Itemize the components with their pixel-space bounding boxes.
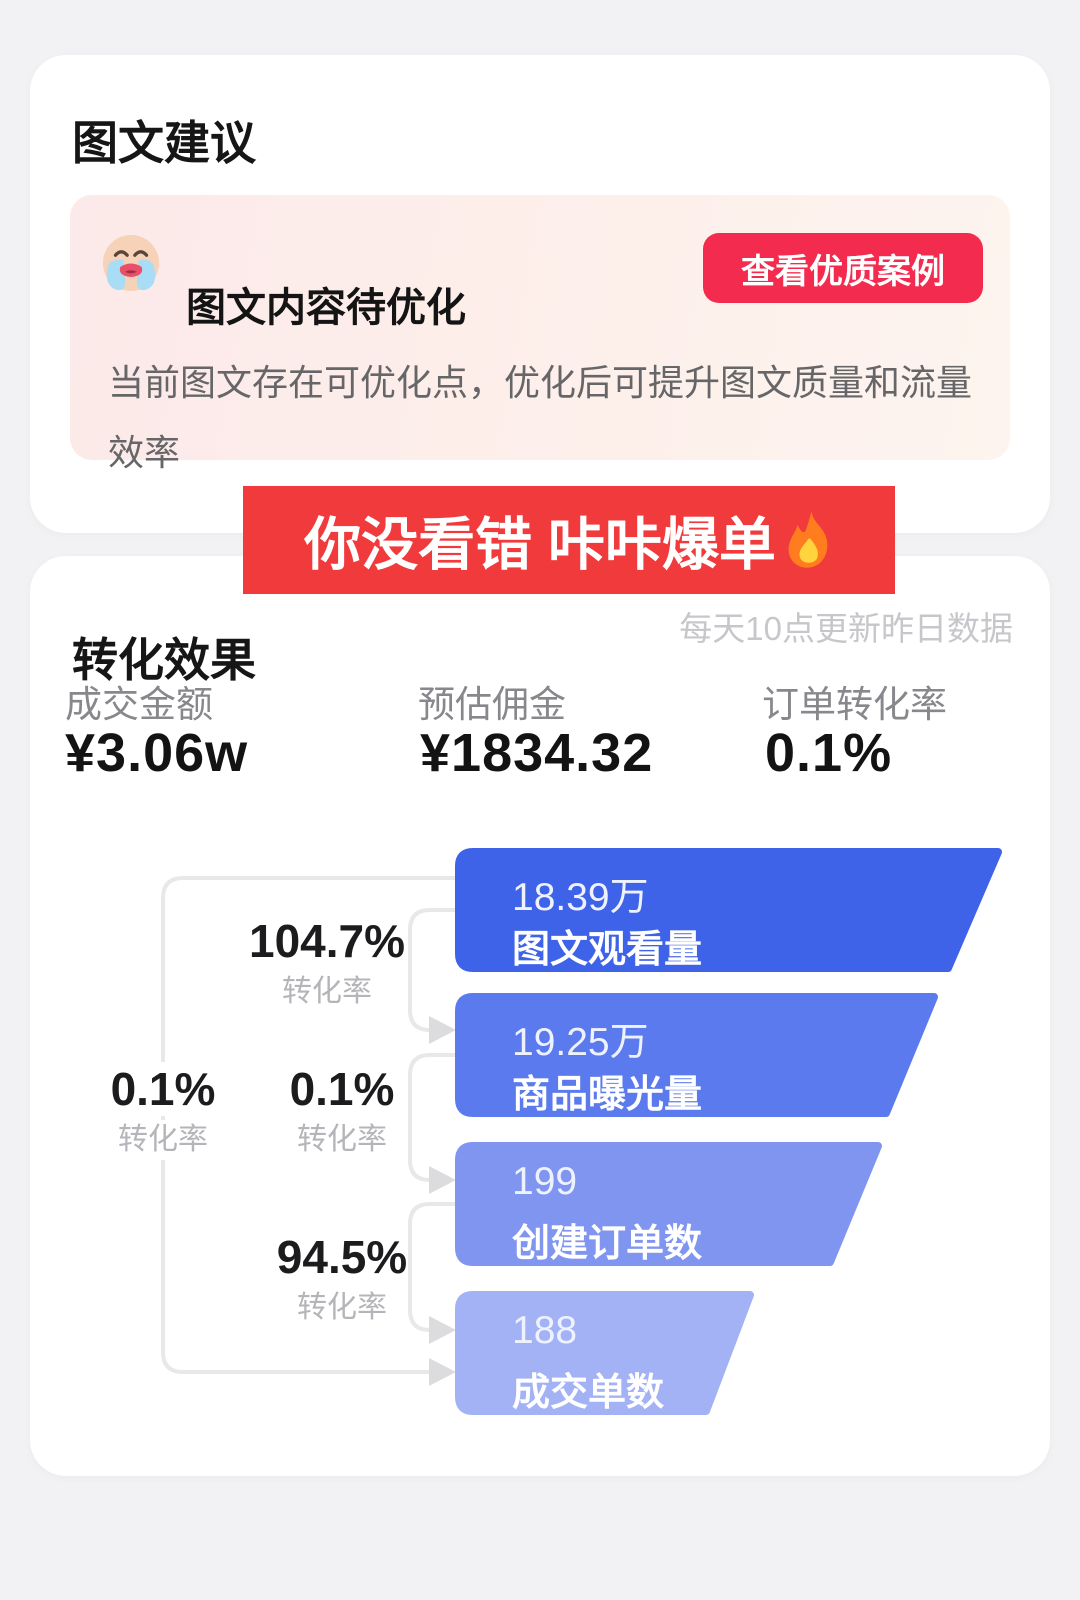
section-title: 转化效果 [72, 634, 256, 687]
conversion-rate-value: 0.1% [100, 1062, 226, 1116]
view-cases-button[interactable]: 查看优质案例 [703, 233, 983, 303]
funnel-stage-value: 18.39万 [512, 876, 649, 919]
funnel-stage-value: 19.25万 [512, 1021, 649, 1064]
conversion-rate-caption: 转化率 [282, 975, 372, 1008]
update-note: 每天10点更新昨日数据 [679, 610, 1013, 647]
conversion-rate-caption: 转化率 [297, 1123, 387, 1156]
funnel-stage-value: 199 [512, 1160, 578, 1203]
alert-description: 当前图文存在可优化点，优化后可提升图文质量和流量效率 [108, 362, 973, 473]
funnel-stage-label: 图文观看量 [512, 929, 703, 971]
conversion-rate-value: 104.7% [248, 915, 405, 967]
conversion-rate-orders-to-deals: 94.5% 转化率 [237, 1230, 447, 1328]
conversion-rate-exposure-to-orders: 0.1% 转化率 [237, 1062, 447, 1160]
conversion-rate-overall: 0.1% 转化率 [58, 1062, 268, 1160]
funnel-stage-label: 创建订单数 [512, 1223, 703, 1265]
alert-title: 图文内容待优化 [186, 286, 466, 331]
funnel-stage-label: 成交单数 [512, 1372, 665, 1414]
metric-label-order-rate: 订单转化率 [762, 684, 947, 725]
metric-label-gmv: 成交金额 [65, 684, 213, 725]
conversion-rate-value: 94.5% [276, 1231, 408, 1283]
conversion-rate-caption: 转化率 [108, 1120, 218, 1160]
promo-banner-text: 你没看错 咔咔爆单 [304, 513, 776, 577]
funnel-stage-label: 商品曝光量 [512, 1074, 703, 1116]
metric-label-commission: 预估佣金 [418, 684, 566, 725]
conversion-rate-caption: 转化率 [297, 1291, 387, 1324]
conversion-rate-value: 0.1% [289, 1063, 395, 1115]
promo-banner: 你没看错 咔咔爆单 [243, 486, 895, 594]
metric-value-commission: ¥1834.32 [420, 723, 654, 783]
funnel-stage-value: 188 [512, 1309, 578, 1352]
fire-icon [784, 510, 834, 570]
metric-value-order-rate: 0.1% [765, 723, 893, 783]
page-title: 图文建议 [72, 116, 256, 169]
crying-face-icon [100, 231, 162, 293]
conversion-rate-views-to-exposure: 104.7% 转化率 [222, 914, 432, 1012]
metric-value-gmv: ¥3.06w [65, 723, 249, 783]
